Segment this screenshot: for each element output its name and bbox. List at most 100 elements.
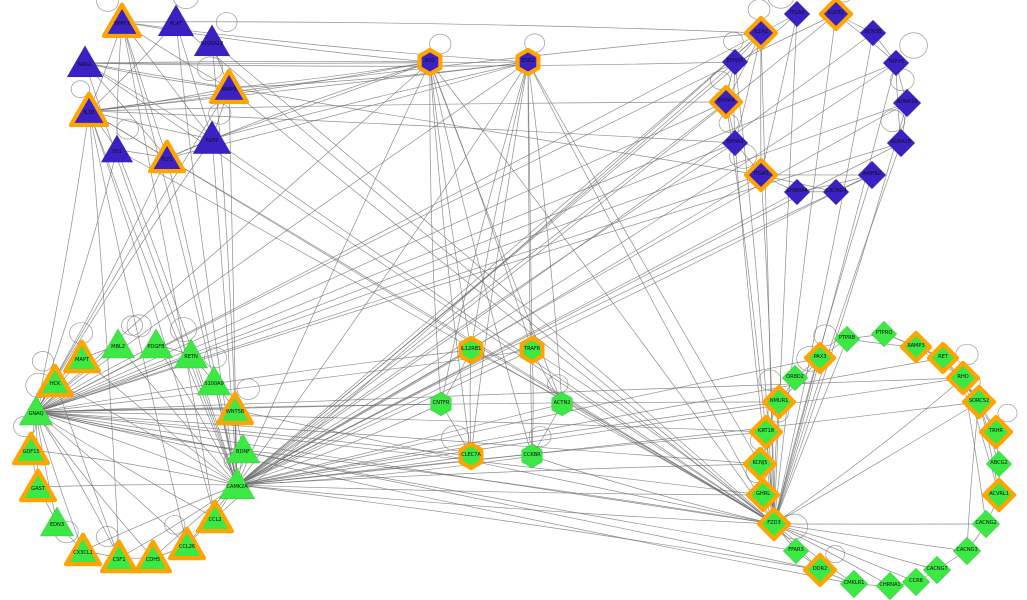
graph-node-cacng4[interactable]: CACNG4 xyxy=(821,177,851,207)
graph-node-nugg[interactable]: NRG1 xyxy=(66,44,104,82)
graph-node-wnt5b[interactable]: WNT5B xyxy=(215,390,255,430)
graph-self-loop xyxy=(170,317,197,342)
graph-node-gast[interactable]: GAST xyxy=(18,467,58,507)
diamond-glyph xyxy=(901,567,931,597)
graph-self-loop xyxy=(836,0,851,3)
graph-edge xyxy=(242,449,775,525)
graph-node-epha4[interactable]: EPHA4 xyxy=(707,83,745,121)
graph-node-il12rb1[interactable]: IL12RB1 xyxy=(455,334,487,366)
graph-edge xyxy=(236,102,908,486)
graph-edge xyxy=(88,110,188,546)
graph-node-itga8[interactable]: ITGA8 xyxy=(782,0,812,29)
graph-node-fgf6[interactable]: FGF6 xyxy=(192,119,232,159)
graph-edge xyxy=(88,101,727,112)
graph-node-plat[interactable]: PLAT xyxy=(157,3,195,41)
graph-edge xyxy=(429,61,533,351)
graph-edge xyxy=(35,377,964,413)
graph-node-esr2[interactable]: ESR2 xyxy=(512,46,544,78)
graph-node-ccl26[interactable]: CCL26 xyxy=(167,525,207,565)
graph-edge xyxy=(527,61,563,405)
graph-edge xyxy=(966,401,980,552)
diamond-glyph xyxy=(945,360,981,396)
diamond-glyph xyxy=(839,569,869,599)
graph-self-loop xyxy=(95,526,119,548)
graph-node-adra1a[interactable]: ADRA1A xyxy=(891,87,923,119)
graph-edge xyxy=(35,110,90,413)
graph-edge xyxy=(35,411,120,559)
graph-node-actn2[interactable]: ACTN2 xyxy=(548,390,576,418)
graph-node-cx3cl1[interactable]: CX3CL1 xyxy=(63,531,103,571)
triangle-glyph xyxy=(193,24,231,57)
graph-node-chrna4[interactable]: CHRNA4 xyxy=(782,177,812,207)
graph-edge xyxy=(35,411,154,559)
graph-node-epha5[interactable]: EPHA5 xyxy=(720,47,750,77)
graph-node-gdf15[interactable]: GDF15 xyxy=(11,430,51,470)
graph-node-abcg2[interactable]: ABCG2 xyxy=(984,449,1014,479)
graph-edge xyxy=(35,411,188,546)
graph-node-ddr2[interactable]: DDR2 xyxy=(801,551,839,589)
diamond-glyph xyxy=(742,446,778,482)
graph-node-amhr2[interactable]: AMHR2 xyxy=(856,159,888,191)
graph-node-fhx[interactable]: FLT1 xyxy=(147,138,187,178)
graph-node-ccr6[interactable]: CCR6 xyxy=(900,566,932,598)
graph-node-bdnf[interactable]: BDNF xyxy=(225,432,261,468)
graph-edge xyxy=(81,357,238,486)
graph-edge xyxy=(527,61,775,525)
graph-node-klkb1[interactable]: KLKB1 xyxy=(817,0,855,33)
triangle-glyph xyxy=(208,68,250,105)
graph-node-mbl2[interactable]: MBL2 xyxy=(100,327,136,363)
graph-edge xyxy=(84,61,529,64)
graph-edge xyxy=(236,357,821,486)
graph-node-clec7a[interactable]: CLEC7A xyxy=(455,440,487,472)
triangle-glyph xyxy=(101,2,143,39)
diamond-glyph xyxy=(978,414,1014,450)
graph-node-rs1[interactable]: RS1 xyxy=(414,46,446,78)
graph-node-epha3[interactable]: EPHA3 xyxy=(720,128,750,158)
graph-node-mmtn[interactable]: MMP9 xyxy=(208,67,250,109)
graph-node-cdh5[interactable]: CDH5 xyxy=(133,538,173,578)
graph-node-cacng3[interactable]: CACNG3 xyxy=(951,535,983,567)
graph-edge xyxy=(234,409,775,525)
graph-edge xyxy=(236,484,775,525)
graph-node-gnaq[interactable]: GNAQ xyxy=(18,394,54,430)
graph-node-wipf1[interactable]: WIPF1 xyxy=(101,1,143,43)
graph-node-cntfr[interactable]: CNTFR xyxy=(427,390,455,418)
hexagon-glyph xyxy=(458,441,484,471)
graph-edge xyxy=(190,354,238,486)
graph-node-ptpro[interactable]: PTPRO xyxy=(869,319,899,349)
hexagon-glyph xyxy=(551,391,573,417)
graph-self-loop xyxy=(880,109,906,133)
graph-node-cmklr1[interactable]: CMKLR1 xyxy=(838,568,870,600)
diamond-glyph xyxy=(985,450,1013,478)
graph-node-trhr[interactable]: TRHR xyxy=(977,413,1015,451)
graph-edge xyxy=(773,32,874,525)
graph-self-loop xyxy=(758,369,782,391)
graph-edge xyxy=(236,484,821,571)
graph-edge xyxy=(561,403,775,525)
graph-node-ilx[interactable]: IL1B xyxy=(68,90,110,132)
diamond-glyph xyxy=(756,506,792,542)
graph-edge xyxy=(531,455,775,525)
graph-edge xyxy=(54,381,120,559)
triangle-glyph xyxy=(11,431,51,466)
graph-node-adra1b[interactable]: ADRA1B xyxy=(885,127,917,159)
graph-node-s100a12[interactable]: S100A12 xyxy=(193,23,231,61)
hexagon-glyph xyxy=(430,391,452,417)
triangle-glyph xyxy=(39,506,75,537)
triangle-glyph xyxy=(66,45,104,78)
diamond-glyph xyxy=(886,128,916,158)
graph-node-traf6[interactable]: TRAF6 xyxy=(516,334,548,366)
graph-node-fn8[interactable]: FN1 xyxy=(100,133,134,167)
graph-edge xyxy=(470,349,775,525)
graph-node-itga5[interactable]: ITGA5 xyxy=(742,156,780,194)
diamond-glyph xyxy=(892,88,922,118)
graph-node-pdgfb[interactable]: PDGFB xyxy=(138,327,174,363)
graph-edge xyxy=(35,411,84,552)
graph-node-trpv3[interactable]: TRPV3 xyxy=(881,48,911,78)
graph-self-loop xyxy=(899,32,928,59)
graph-node-scn3b[interactable]: SCN3B xyxy=(858,18,888,48)
graph-edge xyxy=(84,61,431,64)
graph-node-cckbr[interactable]: CCKBR xyxy=(518,442,546,470)
